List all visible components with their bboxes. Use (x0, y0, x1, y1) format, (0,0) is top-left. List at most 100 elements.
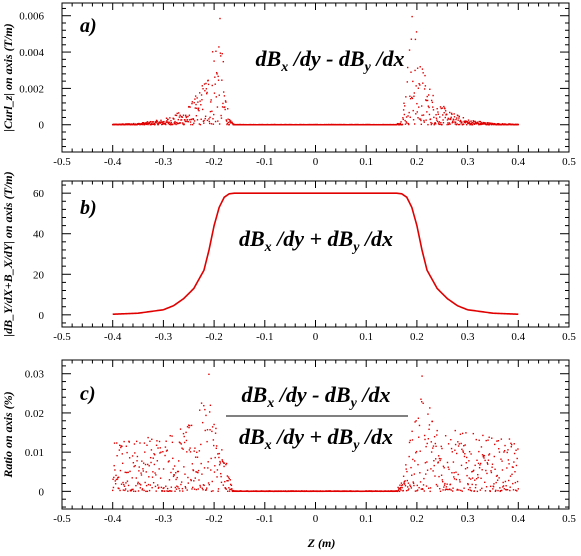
data-point (475, 123, 478, 125)
data-point (433, 464, 435, 467)
data-point (460, 120, 462, 122)
data-point (410, 487, 413, 489)
data-point (178, 460, 180, 462)
data-point (509, 486, 511, 488)
data-point (436, 434, 438, 436)
data-point (186, 426, 189, 428)
data-point (218, 94, 220, 96)
x-tick-label: -0.4 (104, 156, 122, 168)
data-point (515, 464, 518, 467)
data-point (435, 123, 437, 125)
data-point (484, 459, 486, 462)
data-point (458, 489, 460, 491)
data-point (188, 449, 191, 451)
data-point (203, 467, 206, 469)
data-point (224, 487, 227, 490)
data-point (413, 484, 415, 487)
data-point (193, 102, 195, 104)
data-point (215, 50, 217, 52)
data-point (449, 111, 451, 114)
data-point (195, 488, 198, 491)
data-point (217, 120, 219, 122)
data-point (461, 121, 463, 123)
data-point (122, 489, 125, 491)
data-point (177, 122, 179, 125)
data-point (138, 466, 140, 468)
data-point (453, 478, 456, 480)
data-point (436, 429, 438, 432)
data-point (229, 479, 232, 481)
data-point (196, 456, 199, 458)
data-point (458, 117, 460, 119)
data-point (167, 461, 170, 463)
data-point (162, 123, 165, 125)
data-point (175, 472, 177, 474)
data-point (469, 486, 471, 489)
data-point (404, 119, 406, 122)
data-point (433, 123, 435, 126)
data-point (195, 115, 198, 117)
data-point (199, 123, 202, 126)
data-point (222, 484, 225, 486)
data-point (194, 107, 196, 109)
data-point (226, 475, 229, 477)
data-point (441, 447, 443, 450)
data-point (467, 483, 469, 486)
data-point (198, 479, 200, 481)
data-point (443, 105, 445, 108)
data-point (451, 113, 453, 116)
data-point (203, 404, 205, 407)
data-point (453, 119, 455, 121)
data-point (176, 476, 178, 479)
data-point (462, 450, 464, 452)
data-point (114, 469, 116, 471)
data-point (180, 115, 182, 118)
data-point (413, 473, 416, 475)
data-point (409, 484, 411, 486)
data-point (146, 122, 148, 124)
data-point (449, 118, 452, 121)
data-point (477, 473, 479, 476)
data-point (146, 444, 148, 446)
data-point (465, 120, 468, 123)
data-point (112, 489, 114, 492)
data-point (170, 471, 172, 474)
data-point (431, 420, 434, 423)
data-point (146, 121, 149, 123)
data-point (157, 447, 159, 449)
data-point (180, 119, 183, 121)
data-point (226, 480, 228, 482)
data-point (189, 121, 192, 123)
formula-numerator-part: dB (242, 382, 268, 407)
data-point (464, 122, 467, 124)
data-point (190, 118, 193, 121)
x-tick-label: 0.4 (511, 156, 525, 168)
data-point (457, 123, 460, 126)
data-point (186, 120, 188, 123)
data-point (460, 464, 463, 467)
data-point (224, 480, 226, 483)
data-point (142, 122, 145, 124)
data-point (198, 450, 201, 452)
data-point (436, 119, 438, 121)
data-point (197, 469, 200, 472)
data-point (468, 477, 470, 479)
data-point (150, 461, 152, 464)
data-point (398, 490, 401, 493)
data-point (412, 481, 414, 483)
x-tick-label: -0.4 (104, 331, 122, 343)
data-point (141, 489, 143, 491)
data-point (402, 118, 404, 121)
data-point (159, 477, 162, 479)
data-point (435, 445, 437, 448)
data-point (493, 123, 495, 126)
y-axis-label: |dB_Y/dX+B_X/dY| on axis (T/m) (1, 171, 15, 336)
data-point (208, 483, 211, 486)
data-point (182, 432, 185, 435)
formula-annotation-part: dB (256, 46, 282, 71)
data-point (467, 482, 469, 485)
data-point (142, 123, 144, 125)
data-point (427, 123, 429, 126)
data-point (459, 120, 461, 123)
data-point (113, 464, 115, 467)
